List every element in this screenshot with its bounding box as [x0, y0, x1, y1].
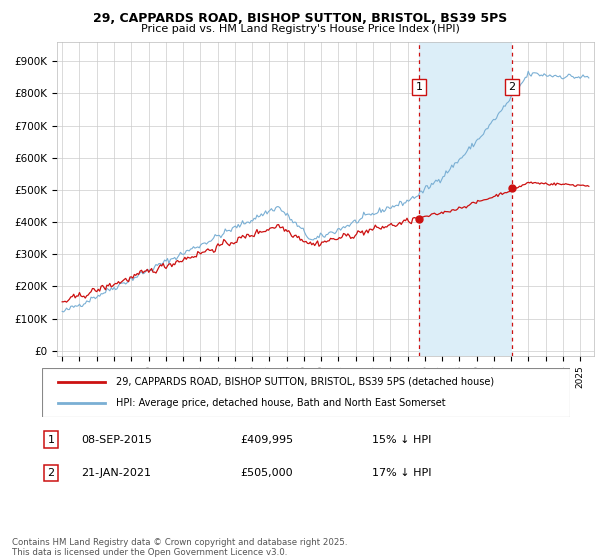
Text: 1: 1 — [416, 82, 423, 92]
Text: 2: 2 — [508, 82, 515, 92]
Text: 29, CAPPARDS ROAD, BISHOP SUTTON, BRISTOL, BS39 5PS (detached house): 29, CAPPARDS ROAD, BISHOP SUTTON, BRISTO… — [116, 377, 494, 387]
Bar — [419, 42, 512, 356]
Text: 2: 2 — [47, 468, 55, 478]
Text: £409,995: £409,995 — [240, 435, 293, 445]
Text: 21-JAN-2021: 21-JAN-2021 — [81, 468, 151, 478]
Text: 08-SEP-2015: 08-SEP-2015 — [81, 435, 152, 445]
Text: Contains HM Land Registry data © Crown copyright and database right 2025.
This d: Contains HM Land Registry data © Crown c… — [12, 538, 347, 557]
Text: 17% ↓ HPI: 17% ↓ HPI — [372, 468, 431, 478]
Text: 1: 1 — [47, 435, 55, 445]
Text: 15% ↓ HPI: 15% ↓ HPI — [372, 435, 431, 445]
Text: 29, CAPPARDS ROAD, BISHOP SUTTON, BRISTOL, BS39 5PS: 29, CAPPARDS ROAD, BISHOP SUTTON, BRISTO… — [93, 12, 507, 25]
Text: HPI: Average price, detached house, Bath and North East Somerset: HPI: Average price, detached house, Bath… — [116, 398, 446, 408]
Text: Price paid vs. HM Land Registry's House Price Index (HPI): Price paid vs. HM Land Registry's House … — [140, 24, 460, 34]
Text: £505,000: £505,000 — [240, 468, 293, 478]
